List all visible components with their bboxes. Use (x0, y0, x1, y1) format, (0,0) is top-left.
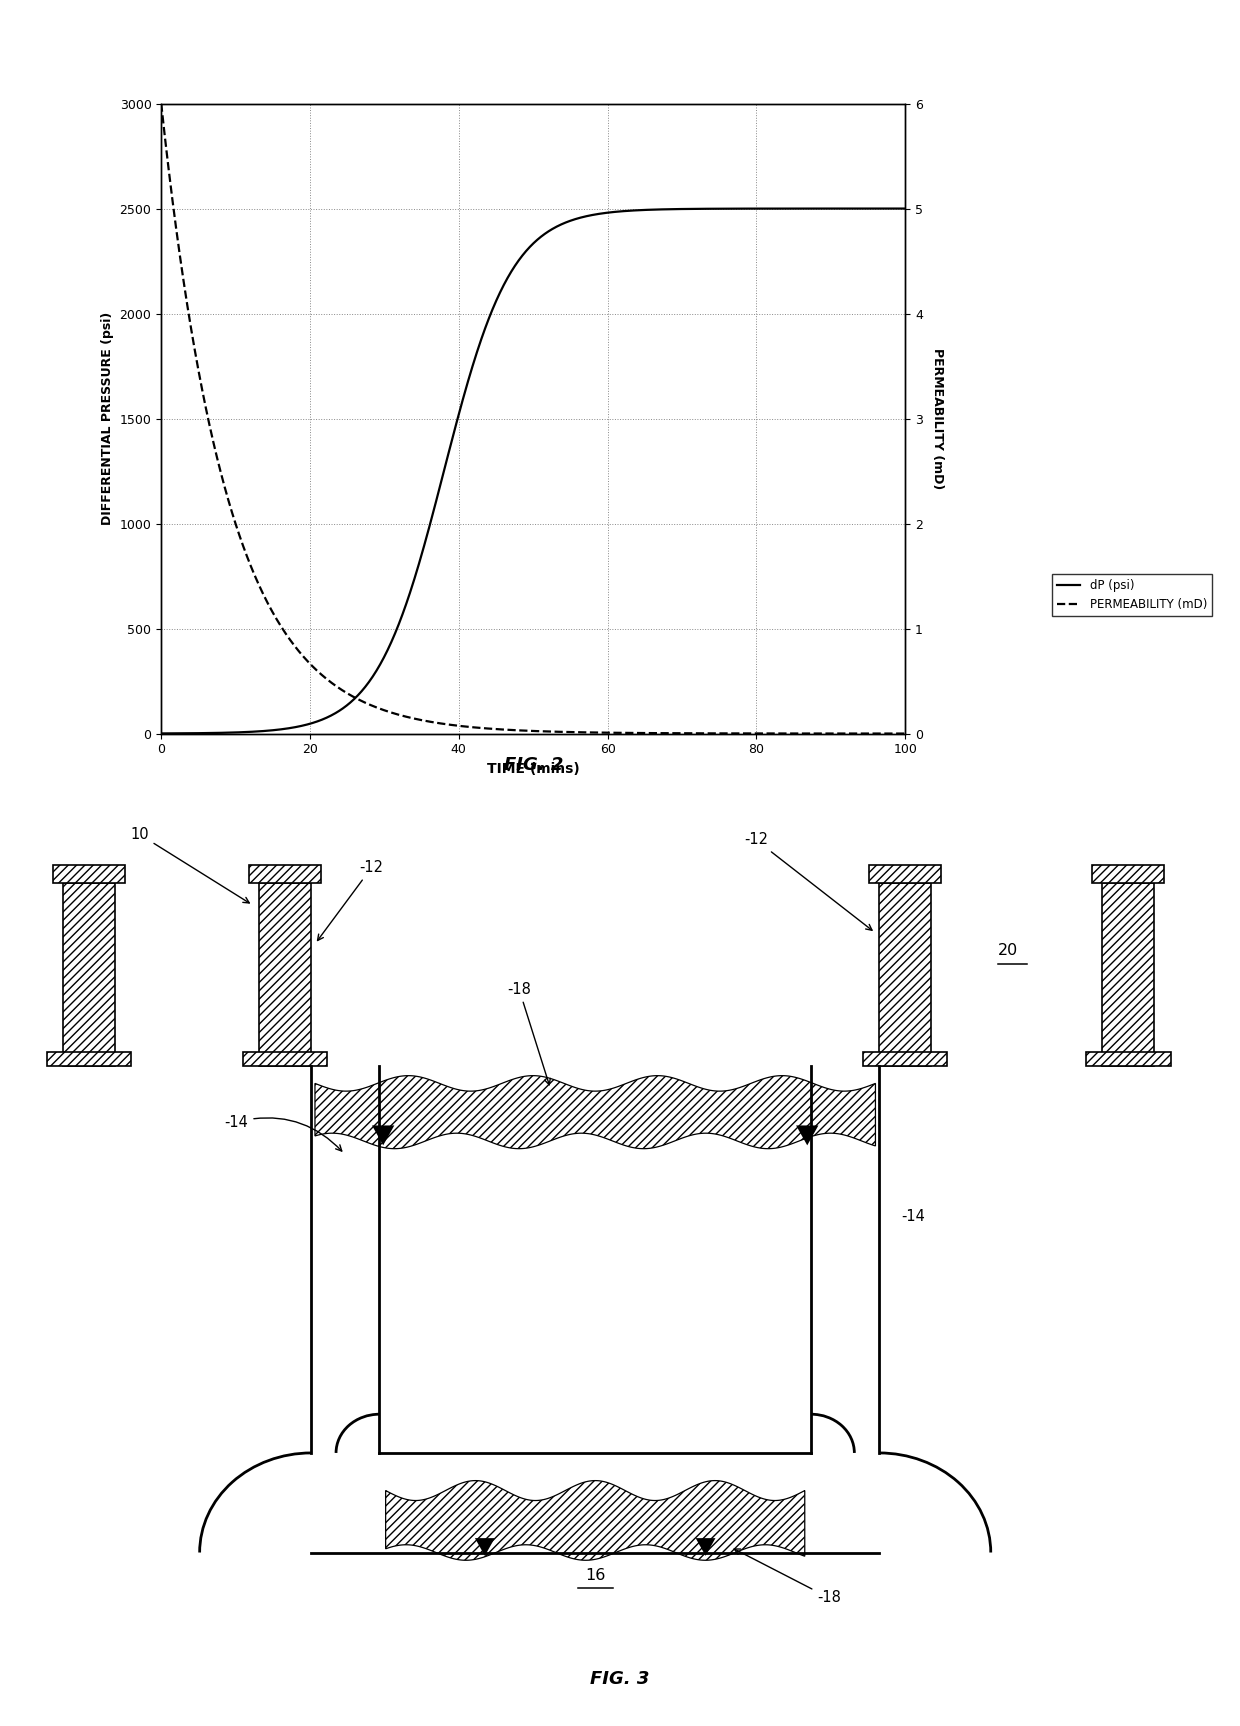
Text: -18: -18 (507, 982, 551, 1086)
Polygon shape (796, 1125, 818, 1146)
Text: -12: -12 (317, 860, 383, 941)
Text: -18: -18 (734, 1548, 841, 1605)
Text: -14: -14 (901, 1208, 925, 1224)
Text: -14: -14 (224, 1115, 342, 1151)
Bar (879, 884, 931, 1065)
Polygon shape (315, 1075, 875, 1150)
Bar (243, 1053, 327, 1065)
Y-axis label: DIFFERENTIAL PRESSURE (psi): DIFFERENTIAL PRESSURE (psi) (100, 312, 114, 525)
Text: 10: 10 (130, 827, 249, 903)
Bar (863, 1053, 947, 1065)
Bar (259, 884, 311, 1065)
Y-axis label: PERMEABILITY (mD): PERMEABILITY (mD) (931, 349, 944, 488)
Bar (1086, 1053, 1171, 1065)
X-axis label: TIME (mins): TIME (mins) (487, 761, 579, 775)
Text: FIG. 3: FIG. 3 (590, 1671, 650, 1688)
Legend: dP (psi), PERMEABILITY (mD): dP (psi), PERMEABILITY (mD) (1052, 575, 1211, 616)
Text: 16: 16 (585, 1569, 605, 1583)
Polygon shape (475, 1538, 495, 1555)
Bar (1092, 865, 1164, 884)
Text: -12: -12 (744, 832, 872, 930)
Bar (47, 1053, 131, 1065)
Bar (63, 884, 115, 1065)
Polygon shape (372, 1125, 394, 1146)
Polygon shape (696, 1538, 715, 1555)
Bar (869, 865, 941, 884)
Text: 20: 20 (998, 942, 1018, 958)
Bar (249, 865, 321, 884)
Bar (53, 865, 125, 884)
Text: FIG. 2: FIG. 2 (503, 756, 563, 773)
Polygon shape (386, 1481, 805, 1560)
Bar (1102, 884, 1154, 1065)
